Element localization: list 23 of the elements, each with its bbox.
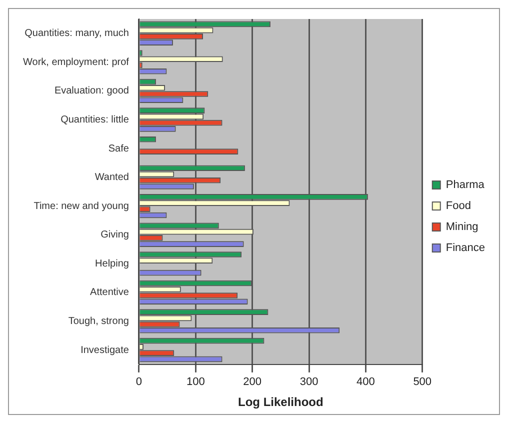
y-tick-label: Quantities: little [60,114,130,126]
legend-label: Pharma [446,179,486,192]
x-tick-label: 0 [136,376,142,388]
x-tick-label: 500 [413,376,432,388]
x-tick-label: 300 [300,376,318,388]
y-tick-label: Work, employment: prof [22,56,130,68]
y-tick-label: Tough, strong [68,316,129,327]
x-tick-label: 400 [356,376,375,388]
y-tick-label: Attentive [90,287,130,298]
legend-label: Mining [446,221,478,234]
x-tick-label: 200 [243,376,262,388]
legend-label: Food [446,200,471,212]
y-tick-label: Giving [100,230,129,241]
x-axis-title: Log Likelihood [238,395,324,410]
x-tick-label: 100 [186,376,205,388]
y-tick-label: Evaluation: good [54,86,129,97]
y-tick-label: Helping [95,258,129,270]
legend-label: Finance [446,242,486,254]
y-tick-label: Investigate [80,344,130,356]
y-tick-label: Wanted [94,172,129,184]
y-tick-label: Time: new and young [34,200,129,212]
y-tick-label: Safe [108,143,130,154]
y-tick-label: Quantities: many, much [24,28,129,40]
